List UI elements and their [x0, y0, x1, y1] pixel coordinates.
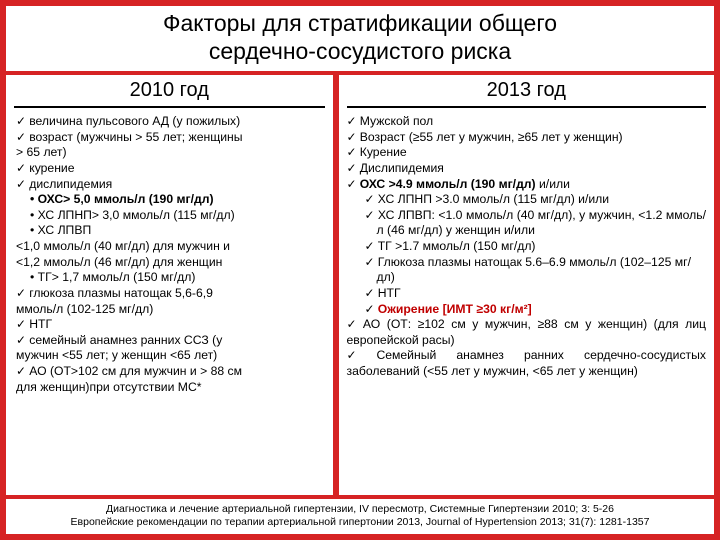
check-icon [16, 317, 29, 331]
text: НТГ [378, 286, 401, 300]
title-line-1: Факторы для стратификации общего [163, 10, 557, 36]
text: • ТГ> 1,7 ммоль/л (150 мг/дл) [30, 270, 195, 284]
column-2013: 2013 год Мужской пол Возраст (≥55 лет у … [339, 75, 714, 495]
check-icon [347, 114, 360, 128]
year-2010-header: 2010 год [14, 75, 325, 108]
citation-2: Европейские рекомендации по терапии арте… [12, 516, 708, 530]
check-icon [16, 114, 29, 128]
slide-frame: Факторы для стратификации общего сердечн… [0, 0, 720, 540]
text: Семейный анамнез ранних сердечно-сосудис… [347, 348, 706, 378]
check-icon [365, 255, 378, 269]
text: семейный анамнез ранних ССЗ (у [29, 333, 222, 347]
columns: 2010 год величина пульсового АД (у пожил… [6, 75, 714, 495]
text: > 65 лет) [16, 145, 67, 159]
check-icon [16, 364, 29, 378]
text: величина пульсового АД (у пожилых) [29, 114, 240, 128]
check-icon [365, 192, 378, 206]
text: Возраст (≥55 лет у мужчин, ≥65 лет у жен… [360, 130, 623, 144]
check-icon [347, 317, 363, 331]
check-icon [347, 130, 360, 144]
text: и/или [536, 177, 570, 191]
text: для женщин)при отсутствии МС* [16, 380, 202, 394]
check-icon [347, 161, 360, 175]
text: ммоль/л (102-125 мг/дл) [16, 302, 153, 316]
check-icon [365, 286, 378, 300]
text: возраст (мужчины > 55 лет; женщины [29, 130, 242, 144]
text: курение [29, 161, 74, 175]
text: Дислипидемия [360, 161, 444, 175]
text: ХС ЛПВП: <1.0 ммоль/л (40 мг/дл), у мужч… [377, 208, 706, 238]
text: Ожирение [ИМТ ≥30 кг/м²] [378, 302, 532, 316]
text: Глюкоза плазмы натощак 5.6–6.9 ммоль/л (… [377, 255, 691, 285]
check-icon [16, 177, 29, 191]
text: <1,2 ммоль/л (46 мг/дл) для женщин [16, 255, 222, 269]
text: Мужской пол [360, 114, 433, 128]
check-icon [347, 348, 377, 362]
text: АО (ОТ: ≥102 см у мужчин, ≥88 см у женщи… [347, 317, 706, 347]
check-icon [16, 286, 29, 300]
col-2013-body: Мужской пол Возраст (≥55 лет у мужчин, ≥… [339, 108, 714, 383]
footer-citations: Диагностика и лечение артериальной гипер… [6, 499, 714, 534]
citation-1: Диагностика и лечение артериальной гипер… [12, 503, 708, 517]
check-icon [347, 145, 360, 159]
text: ХС ЛПНП >3.0 ммоль/л (115 мг/дл) и/или [378, 192, 609, 206]
text: дислипидемия [29, 177, 112, 191]
text: Курение [360, 145, 407, 159]
text: АО (ОТ>102 см для мужчин и > 88 см [29, 364, 242, 378]
text: глюкоза плазмы натощак 5,6-6,9 [29, 286, 213, 300]
text: ТГ >1.7 ммоль/л (150 мг/дл) [378, 239, 536, 253]
slide-title: Факторы для стратификации общего сердечн… [6, 6, 714, 71]
text: • ОХС> 5,0 ммоль/л (190 мг/дл) [30, 192, 214, 206]
check-icon [365, 302, 378, 316]
title-line-2: сердечно-сосудистого риска [209, 38, 511, 64]
text: <1,0 ммоль/л (40 мг/дл) для мужчин и [16, 239, 230, 253]
year-2013-header: 2013 год [347, 75, 706, 108]
col-2010-body: величина пульсового АД (у пожилых) возра… [6, 108, 333, 399]
text: НТГ [29, 317, 52, 331]
text: • ХС ЛПНП> 3,0 ммоль/л (115 мг/дл) [30, 208, 235, 222]
check-icon [16, 130, 29, 144]
text: мужчин <55 лет; у женщин <65 лет) [16, 348, 217, 362]
check-icon [365, 208, 378, 222]
column-2010: 2010 год величина пульсового АД (у пожил… [6, 75, 333, 495]
check-icon [16, 161, 29, 175]
text: ОХС >4.9 ммоль/л (190 мг/дл) [360, 177, 536, 191]
check-icon [347, 177, 360, 191]
text: • ХС ЛПВП [30, 223, 91, 237]
check-icon [365, 239, 378, 253]
check-icon [16, 333, 29, 347]
